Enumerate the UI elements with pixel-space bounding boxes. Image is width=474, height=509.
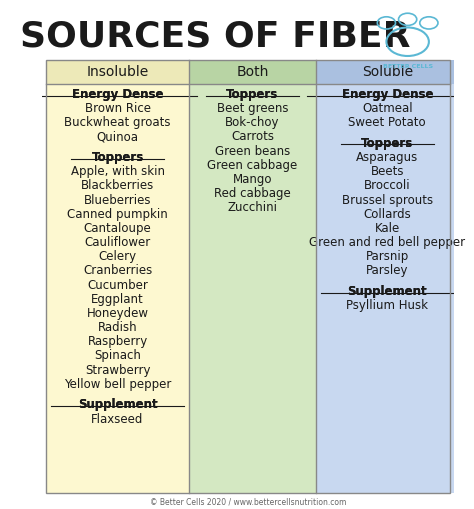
Text: Beet greens: Beet greens: [217, 102, 288, 115]
Text: Flaxseed: Flaxseed: [91, 412, 144, 426]
Text: Cranberries: Cranberries: [83, 264, 152, 277]
Text: Radish: Radish: [98, 321, 137, 334]
FancyBboxPatch shape: [316, 84, 458, 493]
Text: Both: Both: [236, 65, 269, 79]
Text: SOURCES OF FIBER: SOURCES OF FIBER: [20, 19, 410, 53]
Text: Mango: Mango: [233, 173, 272, 186]
Text: Red cabbage: Red cabbage: [214, 187, 291, 200]
FancyBboxPatch shape: [316, 60, 458, 84]
Text: Brown Rice: Brown Rice: [84, 102, 151, 115]
Text: Carrots: Carrots: [231, 130, 274, 144]
Bar: [46, 60, 450, 493]
Text: Toppers: Toppers: [91, 151, 144, 164]
Text: Broccoli: Broccoli: [364, 179, 410, 192]
Text: Collards: Collards: [364, 208, 411, 221]
Text: Sweet Potato: Sweet Potato: [348, 116, 426, 129]
Text: Energy Dense: Energy Dense: [342, 88, 433, 101]
FancyBboxPatch shape: [189, 84, 316, 493]
Text: Blackberries: Blackberries: [81, 179, 154, 192]
Text: Energy Dense: Energy Dense: [72, 88, 163, 101]
Text: Yellow bell pepper: Yellow bell pepper: [64, 378, 171, 391]
Text: Insoluble: Insoluble: [86, 65, 149, 79]
Text: Toppers: Toppers: [361, 137, 413, 150]
Text: © Better Cells 2020 / www.bettercellsnutrition.com: © Better Cells 2020 / www.bettercellsnut…: [150, 498, 346, 506]
Text: Quinoa: Quinoa: [97, 130, 138, 144]
Text: Brussel sprouts: Brussel sprouts: [342, 193, 433, 207]
Text: Green cabbage: Green cabbage: [207, 159, 298, 172]
Text: Celery: Celery: [99, 250, 137, 263]
Text: Blueberries: Blueberries: [84, 193, 151, 207]
FancyBboxPatch shape: [46, 60, 189, 84]
Text: Kale: Kale: [374, 222, 400, 235]
Text: Canned pumpkin: Canned pumpkin: [67, 208, 168, 221]
Text: Toppers: Toppers: [361, 137, 413, 150]
Text: Cucumber: Cucumber: [87, 278, 148, 292]
Text: Energy Dense: Energy Dense: [72, 88, 163, 101]
Text: Cantaloupe: Cantaloupe: [83, 222, 151, 235]
Text: Buckwheat groats: Buckwheat groats: [64, 116, 171, 129]
Text: Eggplant: Eggplant: [91, 293, 144, 306]
Text: Supplement: Supplement: [78, 399, 157, 411]
Text: Energy Dense: Energy Dense: [342, 88, 433, 101]
Text: Raspberry: Raspberry: [87, 335, 147, 348]
Text: Green beans: Green beans: [215, 145, 290, 158]
Text: Asparagus: Asparagus: [356, 151, 419, 164]
Text: Parsnip: Parsnip: [365, 250, 409, 263]
Text: Supplement: Supplement: [78, 399, 157, 411]
Text: Toppers: Toppers: [226, 88, 279, 101]
Text: Bok-choy: Bok-choy: [225, 116, 280, 129]
Text: Psyllium Husk: Psyllium Husk: [346, 299, 428, 312]
FancyBboxPatch shape: [189, 60, 316, 84]
Text: Oatmeal: Oatmeal: [362, 102, 413, 115]
Text: Strawberry: Strawberry: [85, 363, 150, 377]
Text: Cauliflower: Cauliflower: [84, 236, 151, 249]
Text: Beets: Beets: [371, 165, 404, 178]
Text: Toppers: Toppers: [91, 151, 144, 164]
Text: Toppers: Toppers: [226, 88, 279, 101]
Text: Supplement: Supplement: [347, 285, 427, 298]
Text: Parsley: Parsley: [366, 264, 409, 277]
Text: BETTER CELLS: BETTER CELLS: [383, 64, 433, 69]
Text: Supplement: Supplement: [347, 285, 427, 298]
Text: Green and red bell pepper: Green and red bell pepper: [309, 236, 465, 249]
Text: Soluble: Soluble: [362, 65, 413, 79]
Text: Apple, with skin: Apple, with skin: [71, 165, 164, 178]
FancyBboxPatch shape: [46, 84, 189, 493]
Text: Honeydew: Honeydew: [87, 307, 148, 320]
Text: Spinach: Spinach: [94, 350, 141, 362]
Text: Zucchini: Zucchini: [228, 202, 277, 214]
